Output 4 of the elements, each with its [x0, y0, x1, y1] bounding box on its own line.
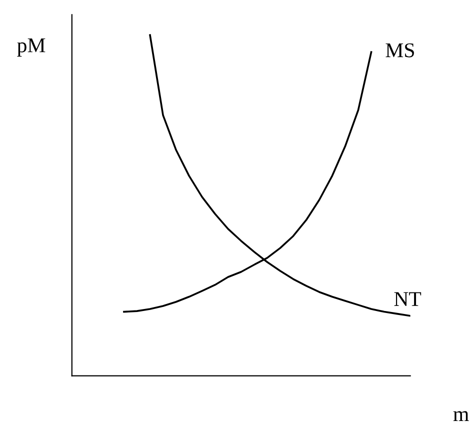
- series-label: MS: [386, 43, 414, 58]
- y-axis-title: pM: [17, 38, 46, 57]
- series-label: NT: [394, 292, 422, 306]
- x-axis-title: m: [453, 411, 469, 421]
